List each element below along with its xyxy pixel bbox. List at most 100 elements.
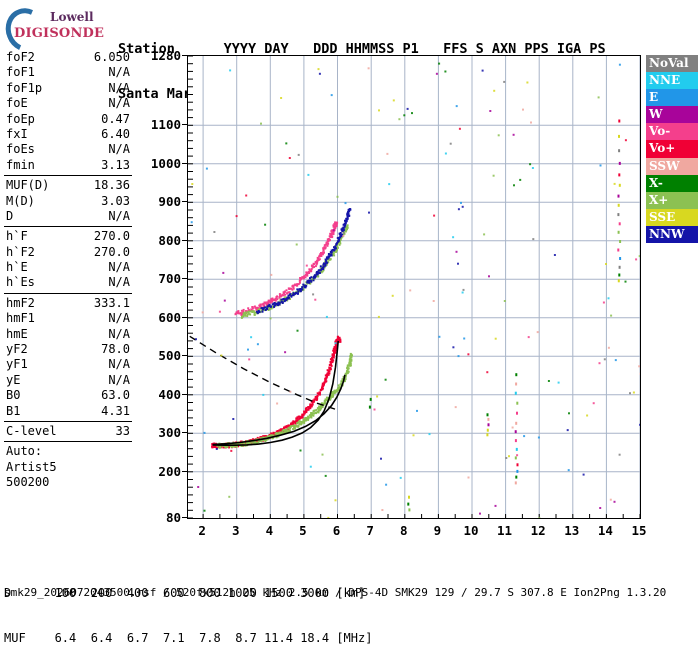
y-tick-mark: [182, 317, 188, 318]
x-tick-label: 8: [391, 523, 417, 538]
param-value: N/A: [108, 275, 130, 290]
param-value: 4.31: [101, 404, 130, 419]
legend-item-vo-[interactable]: Vo+: [646, 140, 698, 157]
autoscaling-line: Artist5: [6, 460, 130, 475]
legend-item-vo-[interactable]: Vo-: [646, 123, 698, 140]
y-tick-mark: [182, 163, 188, 164]
param-row: h`F 270.0: [6, 229, 130, 244]
param-value: N/A: [108, 209, 130, 224]
param-value: 270.0: [94, 245, 130, 260]
muf-row: MUF 6.4 6.4 6.7 7.1 7.8 8.7 11.4 18.4 [M…: [4, 631, 372, 646]
param-row: MUF(D)18.36: [6, 178, 130, 193]
x-tick-label: 6: [324, 523, 350, 538]
param-name: foEp: [6, 112, 35, 127]
param-row: M(D) 3.03: [6, 194, 130, 209]
param-value: 6.40: [101, 127, 130, 142]
x-tick-label: 12: [525, 523, 551, 538]
param-value: 3.03: [101, 194, 130, 209]
param-name: foF1p: [6, 81, 42, 96]
param-value: 270.0: [94, 229, 130, 244]
param-name: yE: [6, 373, 20, 388]
param-name: fmin: [6, 158, 35, 173]
param-name: C-level: [6, 424, 57, 439]
param-name: h`F: [6, 229, 28, 244]
y-tick-mark: [182, 394, 188, 395]
param-value: 333.1: [94, 296, 130, 311]
legend-item-x-[interactable]: X-: [646, 175, 698, 192]
x-tick-label: 10: [458, 523, 484, 538]
param-row: foF1 N/A: [6, 65, 130, 80]
param-name: h`E: [6, 260, 28, 275]
echo-trace-3: [241, 224, 349, 319]
param-value: N/A: [108, 327, 130, 342]
legend-item-x-[interactable]: X+: [646, 192, 698, 209]
y-tick-mark: [182, 124, 188, 125]
x-tick-label: 13: [559, 523, 585, 538]
legend-item-ssw[interactable]: SSW: [646, 158, 698, 175]
y-tick-label: 300: [137, 425, 181, 440]
logo-digisonde-text: DIGISONDE: [14, 26, 104, 41]
x-tick-label: 3: [223, 523, 249, 538]
param-name: M(D): [6, 194, 35, 209]
ionogram-canvas[interactable]: [188, 56, 640, 518]
param-row: hmE N/A: [6, 327, 130, 342]
logo-lowell-text: Lowell: [50, 10, 94, 24]
x-tick-label: 9: [424, 523, 450, 538]
y-tick-mark: [182, 240, 188, 241]
legend-item-sse[interactable]: SSE: [646, 209, 698, 226]
ionogram-plot[interactable]: [187, 55, 641, 519]
param-name: hmE: [6, 327, 28, 342]
legend-item-w[interactable]: W: [646, 106, 698, 123]
grid-lines: [188, 56, 640, 518]
legend-item-noval[interactable]: NoVal: [646, 55, 698, 72]
legend-item-e[interactable]: E: [646, 89, 698, 106]
y-tick-label: 700: [137, 271, 181, 286]
digisonde-logo: Lowell DIGISONDE: [4, 6, 116, 46]
param-name: h`Es: [6, 275, 35, 290]
param-row: hmF2 333.1: [6, 296, 130, 311]
param-divider: [4, 441, 132, 442]
y-minor-ticks: [188, 56, 193, 518]
y-tick-mark: [182, 278, 188, 279]
y-tick-mark: [182, 201, 188, 202]
y-tick-label: 400: [137, 387, 181, 402]
param-value: N/A: [108, 311, 130, 326]
y-tick-label: 80: [137, 510, 181, 525]
legend-item-nnw[interactable]: NNW: [646, 226, 698, 243]
x-tick-label: 14: [592, 523, 618, 538]
y-tick-label: 200: [137, 464, 181, 479]
y-tick-mark: [182, 55, 188, 56]
param-divider: [4, 293, 132, 294]
y-tick-label: 600: [137, 310, 181, 325]
legend-item-nne[interactable]: NNE: [646, 72, 698, 89]
param-name: foF1: [6, 65, 35, 80]
param-value: 33: [116, 424, 130, 439]
param-name: h`F2: [6, 245, 35, 260]
y-tick-mark: [182, 471, 188, 472]
y-tick-mark: [182, 517, 188, 518]
param-divider: [4, 421, 132, 422]
param-name: hmF2: [6, 296, 35, 311]
param-value: 78.0: [101, 342, 130, 357]
param-value: N/A: [108, 65, 130, 80]
param-value: 63.0: [101, 388, 130, 403]
param-row: h`Es N/A: [6, 275, 130, 290]
param-name: foF2: [6, 50, 35, 65]
x-tick-label: 5: [290, 523, 316, 538]
